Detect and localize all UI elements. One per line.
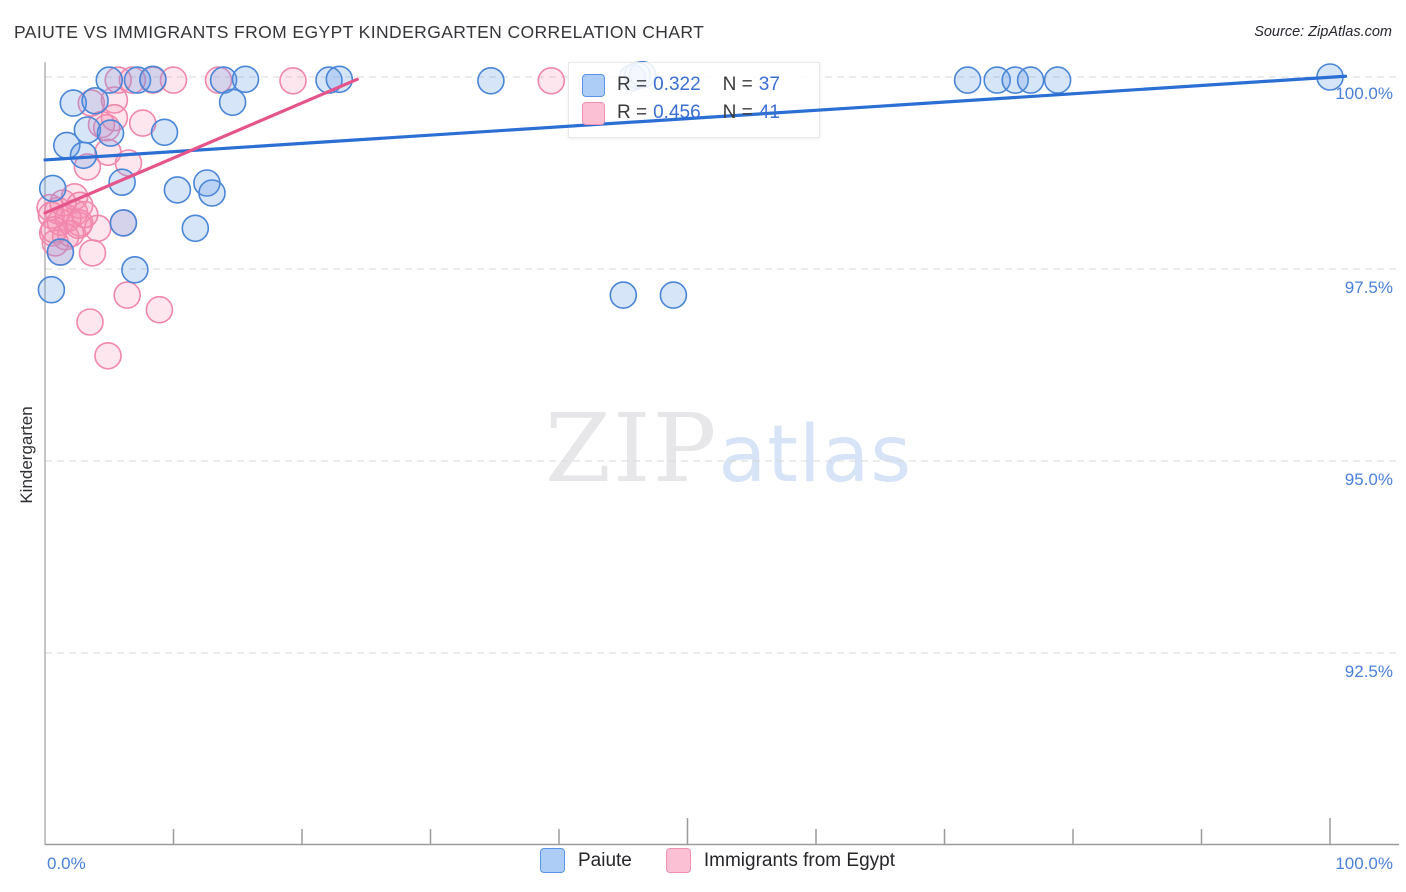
x-tick-label-max: 100.0% (1335, 854, 1393, 873)
bottom-legend-label-paiute: Paiute (578, 849, 632, 871)
paiute-point (953, 66, 982, 94)
paiute-point (69, 141, 98, 170)
egypt-point (113, 281, 141, 309)
n-value-paiute: 37 (758, 74, 780, 95)
paiute-point (1016, 66, 1045, 94)
paiute-point (121, 255, 149, 284)
egypt-point (145, 295, 174, 324)
bottom-legend: Paiute Immigrants from Egypt (540, 848, 895, 873)
bottom-legend-label-egypt: Immigrants from Egypt (703, 849, 895, 871)
paiute-point (96, 119, 125, 147)
y-tick-label-97-5: 97.5% (1344, 278, 1393, 297)
legend-swatch-paiute (582, 73, 605, 97)
paiute-point (163, 176, 192, 204)
paiute-point (477, 67, 505, 95)
x-tick-label-min: 0.0% (47, 854, 86, 873)
paiute-point (325, 65, 354, 94)
egypt-point (537, 67, 566, 95)
paiute-point (109, 209, 138, 237)
y-axis-label: Kindergarten (17, 406, 36, 504)
paiute-point (81, 87, 109, 115)
egypt-point (71, 200, 99, 229)
paiute-point (609, 281, 638, 309)
paiute-point (1043, 66, 1072, 94)
paiute-point (218, 88, 247, 117)
page-title: PAIUTE VS IMMIGRANTS FROM EGYPT KINDERGA… (14, 22, 705, 42)
legend-swatch-egypt (582, 101, 605, 125)
r-label-paiute: R = (617, 74, 648, 95)
y-tick-label-92-5: 92.5% (1344, 662, 1393, 681)
n-label-paiute: N = (722, 74, 753, 95)
n-label-egypt: N = (722, 102, 753, 123)
egypt-point (78, 239, 107, 267)
legend-box-content: R = 0.322 N = 37 R = 0.456 N = 41 (568, 62, 818, 136)
watermark-zip-text: ZIP (545, 394, 719, 504)
paiute-point (38, 174, 67, 203)
bottom-legend-swatch-paiute (540, 848, 565, 873)
egypt-point (279, 67, 307, 95)
source-credit: Source: ZipAtlas.com (1254, 24, 1392, 40)
r-value-paiute: 0.322 (653, 74, 701, 95)
watermark: ZIP atlas (545, 402, 912, 497)
y-tick-label-100: 100.0% (1335, 84, 1393, 103)
paiute-point (181, 214, 210, 243)
paiute-point (659, 281, 688, 309)
bottom-legend-swatch-egypt (665, 848, 691, 873)
legend-row-paiute: R = 0.322 N = 37 (582, 73, 818, 97)
paiute-point (150, 118, 179, 147)
r-value-egypt: 0.456 (653, 102, 701, 123)
paiute-point (37, 275, 66, 304)
paiute-point (231, 65, 260, 94)
paiute-point (108, 168, 136, 196)
paiute-point (46, 238, 75, 266)
egypt-point (76, 308, 104, 336)
n-value-egypt: 41 (758, 102, 780, 123)
y-tick-label-95: 95.0% (1344, 470, 1393, 489)
legend-row-egypt: R = 0.456 N = 41 (582, 101, 818, 125)
paiute-point (139, 65, 167, 94)
watermark-atlas-text: atlas (718, 410, 912, 500)
egypt-point (94, 341, 122, 370)
egypt-point (40, 216, 68, 244)
paiute-point (198, 179, 226, 207)
r-label-egypt: R = (617, 102, 648, 123)
